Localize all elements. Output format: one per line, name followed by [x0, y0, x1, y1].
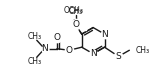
Text: CH₃: CH₃ [136, 46, 150, 55]
Text: N: N [101, 30, 108, 39]
Text: N: N [90, 49, 97, 58]
Text: O: O [66, 46, 73, 55]
Text: CH₃: CH₃ [68, 7, 83, 16]
Text: O: O [72, 20, 79, 29]
Text: CH₃: CH₃ [27, 57, 41, 66]
Text: N: N [41, 44, 48, 53]
Text: O: O [53, 33, 60, 42]
Text: O: O [71, 19, 78, 28]
Text: CH₃: CH₃ [27, 32, 41, 41]
Text: OCH₃: OCH₃ [63, 6, 83, 15]
Text: S: S [116, 52, 121, 61]
